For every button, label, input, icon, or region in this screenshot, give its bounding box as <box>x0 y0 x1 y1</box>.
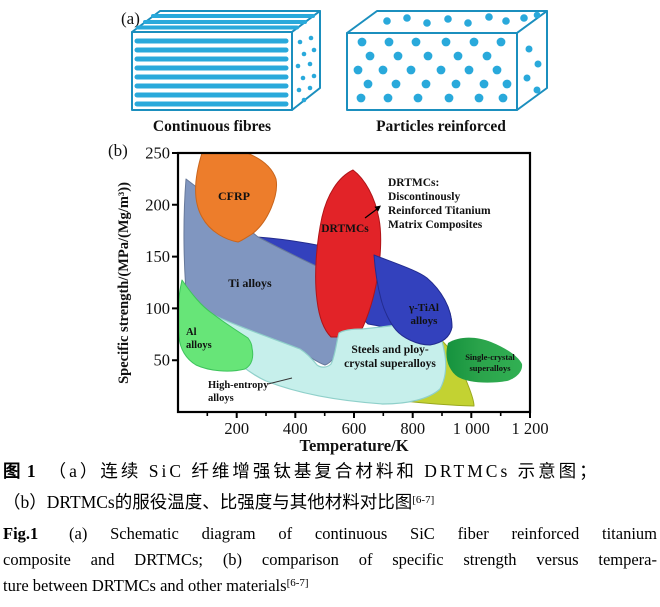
gamma-tial-label-line1: γ-TiAl <box>408 302 439 314</box>
high-entropy-leader-line <box>267 377 293 385</box>
x-tick-400: 400 <box>283 419 308 438</box>
particles-reinforced-label: Particles reinforced <box>376 118 506 135</box>
panel-a-diagram: (a) <box>121 9 548 135</box>
annotation-arrow <box>364 205 381 219</box>
drtmcs-annotation-line4: Matrix Composites <box>388 219 483 231</box>
figure-caption: 图 1 （a）连续 SiC 纤维增强钛基复合材料和 DRTMCs 示意图； （b）… <box>3 456 657 601</box>
y-axis-title: Specific strength/(MPa/(Mg/m³)) <box>116 182 132 384</box>
x-tick-1200: 1 200 <box>511 419 548 438</box>
x-axis-title: Temperature/K <box>299 436 408 455</box>
y-tick-50: 50 <box>154 351 171 370</box>
panel-a-label: (a) <box>121 9 140 28</box>
y-tick-200: 200 <box>145 195 170 214</box>
y-tick-100: 100 <box>145 299 170 318</box>
panel-b-label: (b) <box>108 141 128 160</box>
caption-en-line3-text: ture between DRTMCs and other materials <box>3 576 287 595</box>
steels-label-line1: Steels and ploy- <box>351 344 428 356</box>
drtmcs-annotation-line3: Reinforced Titanium <box>388 205 491 217</box>
x-tick-1000: 1 000 <box>453 419 490 438</box>
region-cfrp <box>195 152 277 243</box>
caption-zh-line2-text: （b）DRTMCs的服役温度、比强度与其他材料对比图 <box>3 492 413 512</box>
caption-en-number: Fig.1 <box>3 524 39 543</box>
box-front-face <box>131 31 293 111</box>
gamma-tial-label-line2: alloys <box>411 315 439 327</box>
box-front-face <box>346 32 518 111</box>
al-alloys-label-line1: Al <box>186 327 197 338</box>
x-tick-800: 800 <box>400 419 425 438</box>
caption-en-reference: [6-7] <box>286 577 309 590</box>
region-single-crystal <box>446 337 523 383</box>
panel-b-chart: (b) 200 400 600 800 1 000 <box>108 141 549 455</box>
material-regions <box>177 152 523 407</box>
particle-dots <box>353 11 542 103</box>
al-alloys-label-line2: alloys <box>186 340 212 351</box>
high-entropy-label-line1: High-entropy <box>208 380 269 391</box>
x-tick-600: 600 <box>342 419 367 438</box>
fibre-end-dots <box>295 35 317 103</box>
caption-zh-reference: [6-7] <box>412 494 435 507</box>
fibre-stripes <box>134 14 315 107</box>
caption-en-line2-text: composite and DRTMCs; (b) comparison of … <box>3 550 657 569</box>
caption-zh-line1: 图 1 （a）连续 SiC 纤维增强钛基复合材料和 DRTMCs 示意图； <box>3 456 657 487</box>
caption-zh-line1-text: （a）连续 SiC 纤维增强钛基复合材料和 DRTMCs 示意图； <box>48 461 600 481</box>
drtmcs-annotation-line2: Discontinously <box>388 191 460 203</box>
continuous-fibres-label: Continuous fibres <box>153 118 271 135</box>
caption-en-line1: Fig.1 (a) Schematic diagram of continuou… <box>3 521 657 547</box>
cfrp-label: CFRP <box>218 189 250 203</box>
region-al-alloys <box>177 279 254 372</box>
caption-en-line2: composite and DRTMCs; (b) comparison of … <box>3 547 657 573</box>
single-crystal-label-line1: Single-crystal <box>465 352 515 362</box>
x-tick-200: 200 <box>224 419 249 438</box>
y-tick-150: 150 <box>145 247 170 266</box>
ti-alloys-label: Ti alloys <box>228 276 272 290</box>
region-drtmcs <box>315 169 382 338</box>
region-gamma-tial-blob <box>373 254 453 346</box>
caption-zh-line2: （b）DRTMCs的服役温度、比强度与其他材料对比图[6-7] <box>3 487 657 521</box>
y-axis-ticks <box>172 152 178 362</box>
caption-en-line1-text: (a) Schematic diagram of continuous SiC … <box>69 524 657 543</box>
single-crystal-label-line2: superalloys <box>469 363 511 373</box>
high-entropy-label-line2: alloys <box>208 393 234 404</box>
caption-zh-number: 图 1 <box>3 461 37 481</box>
y-tick-250: 250 <box>145 144 170 163</box>
x-axis-ticks <box>206 412 531 418</box>
drtmcs-annotation-line1: DRTMCs: <box>388 177 439 189</box>
caption-en-line3: ture between DRTMCs and other materials[… <box>3 573 657 601</box>
steels-label-line2: crystal superalloys <box>344 358 436 370</box>
drtmcs-label: DRTMCs <box>321 223 369 235</box>
